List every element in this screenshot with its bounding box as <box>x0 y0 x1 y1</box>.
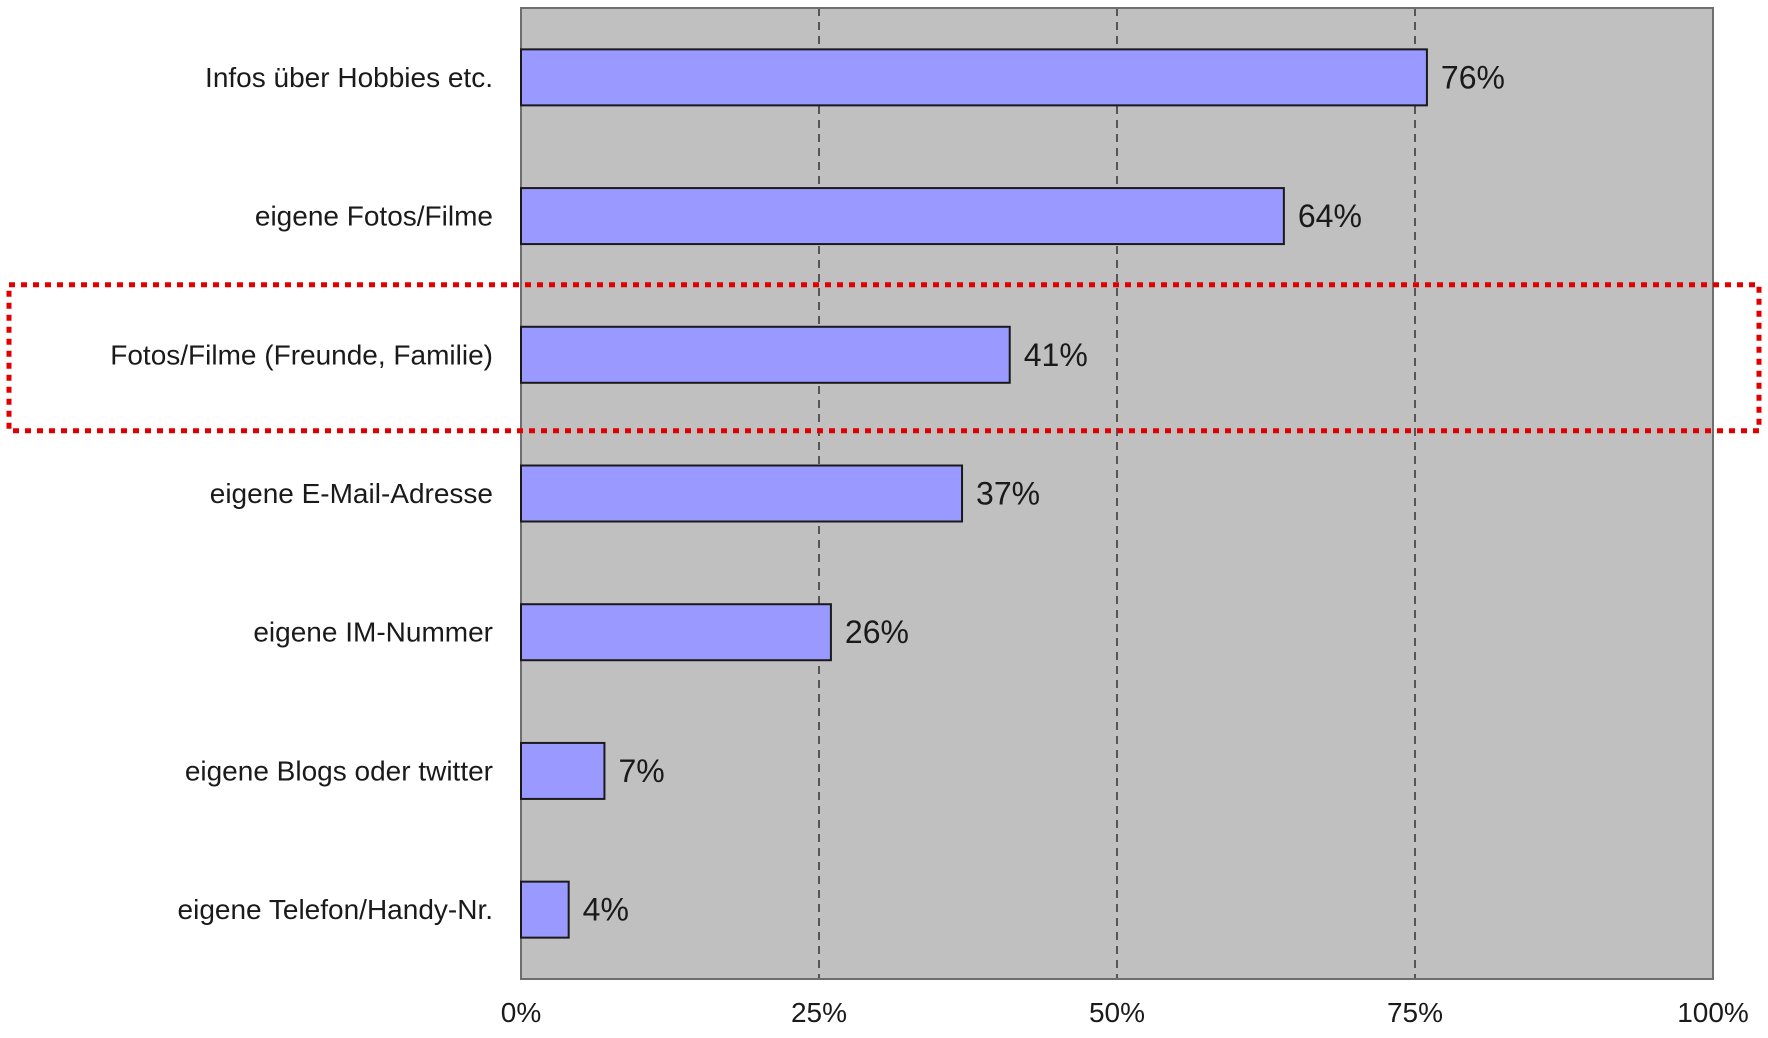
value-label-3: 37% <box>976 476 1040 512</box>
category-label-3: eigene E-Mail-Adresse <box>210 478 493 509</box>
value-label-5: 7% <box>618 753 664 789</box>
value-label-6: 4% <box>583 892 629 928</box>
value-label-0: 76% <box>1441 59 1505 95</box>
x-tick-label-2: 50% <box>1089 997 1145 1028</box>
x-tick-label-4: 100% <box>1677 997 1749 1028</box>
category-label-1: eigene Fotos/Filme <box>255 201 493 232</box>
value-label-4: 26% <box>845 614 909 650</box>
category-label-0: Infos über Hobbies etc. <box>205 62 493 93</box>
bar-1 <box>520 187 1285 246</box>
gridlines <box>818 8 1416 979</box>
bar-6 <box>520 880 570 939</box>
category-label-4: eigene IM-Nummer <box>253 617 493 648</box>
bar-3 <box>520 464 964 523</box>
bar-2 <box>520 325 1011 384</box>
x-tick-label-0: 0% <box>501 997 541 1028</box>
bar-4 <box>520 603 832 662</box>
x-tick-label-3: 75% <box>1387 997 1443 1028</box>
labels: Infos über Hobbies etc. 76% eigene Fotos/F… <box>110 59 1505 927</box>
x-tick-label-1: 25% <box>791 997 847 1028</box>
value-label-1: 64% <box>1298 198 1362 234</box>
bar-5 <box>520 741 606 800</box>
category-label-5: eigene Blogs oder twitter <box>185 755 493 786</box>
bars <box>520 48 1428 939</box>
category-label-2: Fotos/Filme (Freunde, Familie) <box>110 339 493 370</box>
category-label-6: eigene Telefon/Handy-Nr. <box>178 894 493 925</box>
x-axis-ticks: 0% 25% 50% 75% 100% <box>501 997 1749 1028</box>
bar-0 <box>520 48 1428 107</box>
value-label-2: 41% <box>1024 337 1088 373</box>
